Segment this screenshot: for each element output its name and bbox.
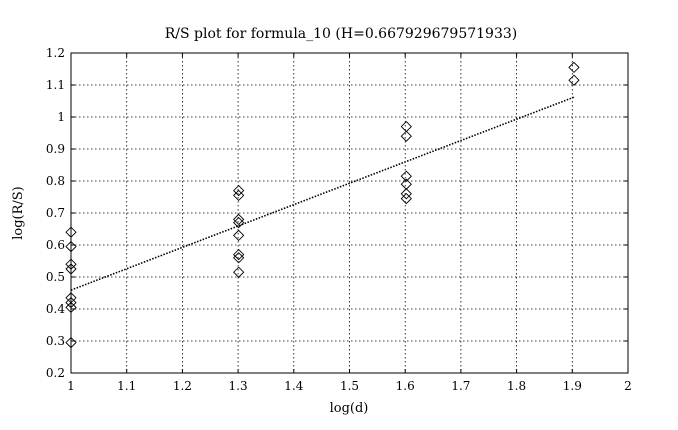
data-point-diamond — [233, 266, 245, 278]
y-tick-label: 0.8 — [46, 174, 65, 188]
fit-line-layer — [70, 96, 575, 291]
ticks: 1 1.1 1.2 1.3 1.4 1.5 1.6 1.7 1.8 1.9 2 0.2 0.3 0.4 0.… — [46, 46, 632, 393]
data-point-diamond — [233, 184, 245, 197]
x-tick-label: 1.9 — [563, 379, 582, 393]
grid — [71, 53, 628, 373]
x-tick-label: 1.3 — [229, 379, 248, 393]
y-tick-label: 0.6 — [46, 238, 65, 252]
data-point-diamond — [568, 61, 580, 74]
y-tick-label: 0.7 — [46, 206, 65, 220]
x-tick-label: 1 — [67, 379, 75, 393]
x-tick-label: 1.6 — [396, 379, 415, 393]
data-point-diamond — [65, 296, 77, 309]
data-point-diamond — [400, 192, 412, 205]
x-axis-label: log(d) — [330, 401, 369, 416]
x-tick-label: 1.1 — [117, 379, 136, 393]
y-axis-label: log(R/S) — [11, 186, 26, 240]
data-point-diamond — [233, 248, 245, 261]
x-tick-label: 1.4 — [284, 379, 303, 393]
y-tick-label: 0.4 — [46, 302, 65, 316]
y-tick-label: 1.2 — [46, 46, 65, 60]
fit-line — [70, 96, 575, 291]
data-point-diamond — [568, 74, 580, 86]
data-point-diamond — [400, 130, 412, 142]
y-tick-label: 0.2 — [46, 366, 65, 380]
data-point-diamond — [233, 189, 245, 202]
x-tick-label: 1.7 — [451, 379, 470, 393]
data-point-diamond — [65, 336, 77, 349]
y-tick-label: 0.3 — [46, 334, 65, 348]
data-markers — [65, 61, 580, 349]
data-point-diamond — [65, 258, 77, 270]
data-point-diamond — [400, 170, 412, 182]
x-tick-label: 2 — [624, 379, 632, 393]
data-point-diamond — [65, 263, 77, 275]
y-tick-label: 0.9 — [46, 142, 65, 156]
y-tick-label: 1.1 — [46, 78, 65, 92]
x-tick-label: 1.5 — [340, 379, 359, 393]
data-point-diamond — [400, 120, 412, 133]
chart-title: R/S plot for formula_10 (H=0.66792967957… — [165, 26, 518, 42]
data-point-diamond — [400, 188, 412, 200]
data-point-diamond — [233, 229, 245, 242]
data-point-diamond — [233, 213, 245, 226]
x-tick-label: 1.2 — [173, 379, 192, 393]
data-point-diamond — [65, 301, 77, 314]
data-point-diamond — [233, 216, 245, 229]
x-tick-label: 1.8 — [507, 379, 526, 393]
y-tick-label: 0.5 — [46, 270, 65, 284]
data-point-diamond — [65, 240, 77, 253]
y-tick-label: 1 — [57, 110, 65, 124]
data-point-diamond — [233, 252, 245, 264]
data-point-diamond — [65, 226, 77, 238]
